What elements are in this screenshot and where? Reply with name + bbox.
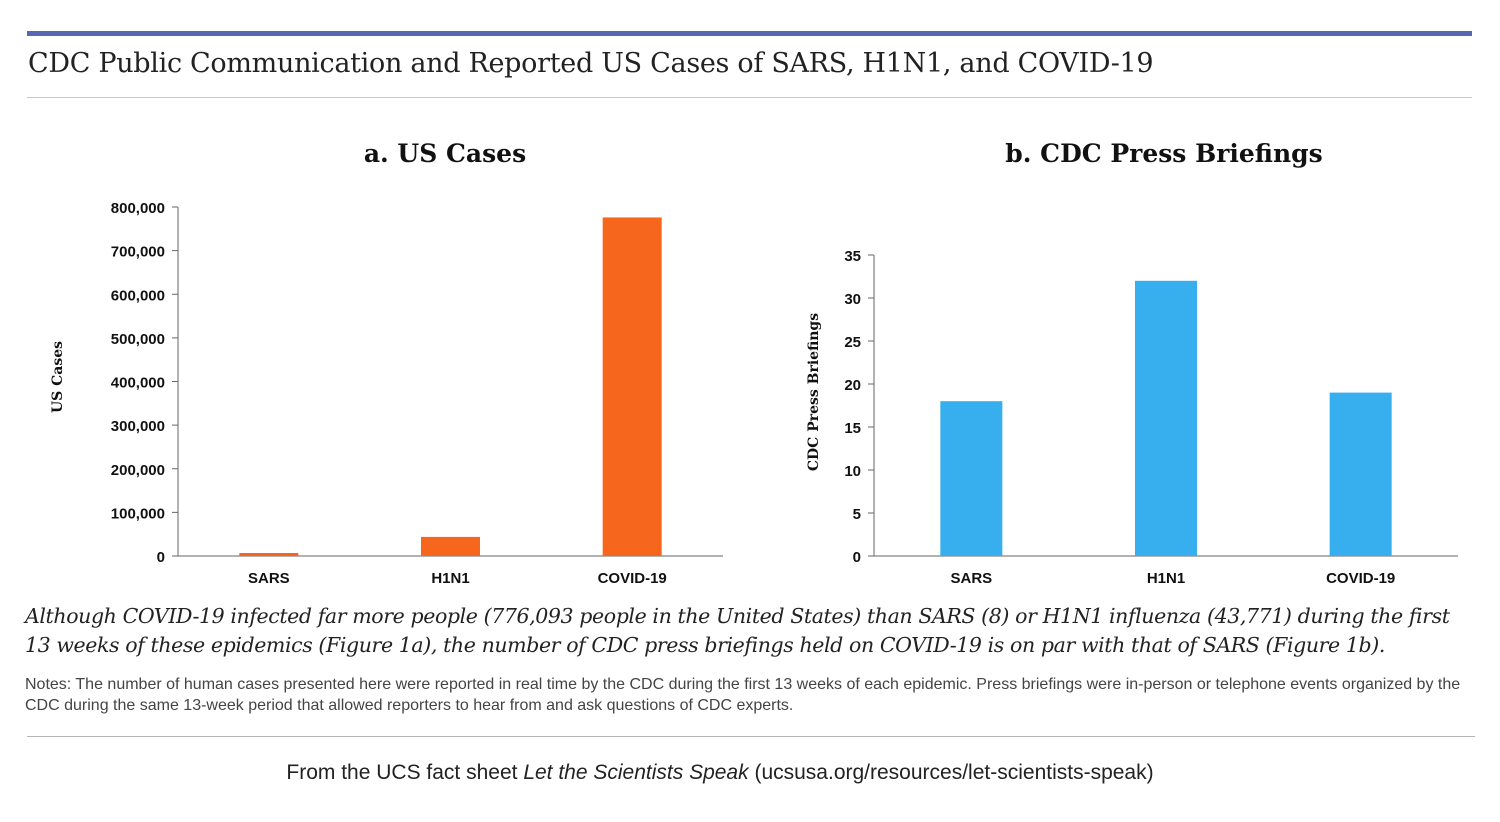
- chart-b-y-tick-label: 15: [844, 420, 861, 437]
- chart-b-bar-h1n1: [1135, 280, 1197, 556]
- chart-a-bar-h1n1: [421, 536, 480, 556]
- chart-a-y-tick-label: 500,000: [111, 331, 165, 348]
- footer-divider: [27, 736, 1475, 737]
- chart-a-bar-covid-19: [602, 217, 662, 556]
- chart-b-y-tick-label: 30: [844, 291, 861, 308]
- chart-b-bar-covid-19: [1329, 392, 1392, 556]
- chart-b-y-tick-label: 5: [853, 506, 861, 523]
- chart-b-y-tick-label: 0: [853, 549, 861, 566]
- chart-a-title: a. US Cases: [364, 139, 526, 168]
- chart-a-y-tick-label: 300,000: [111, 418, 165, 435]
- footer-source-title: Let the Scientists Speak: [523, 761, 749, 784]
- figure-notes: Notes: The number of human cases present…: [25, 676, 1461, 714]
- chart-a-x-tick-label: H1N1: [431, 570, 469, 587]
- chart-a-y-tick-label: 200,000: [111, 462, 165, 479]
- chart-a-y-tick-label: 0: [157, 549, 165, 566]
- chart-b-y-tick-label: 10: [844, 463, 861, 480]
- figure-caption: Although COVID-19 infected far more peop…: [25, 604, 1450, 657]
- chart-b-x-tick-label: H1N1: [1147, 570, 1185, 587]
- top-accent-rule: [27, 31, 1472, 36]
- chart-b-bar-sars: [940, 401, 1003, 556]
- page-title: CDC Public Communication and Reported US…: [28, 48, 1154, 79]
- chart-a-y-tick-label: 100,000: [111, 505, 165, 522]
- chart-b-x-tick-label: COVID-19: [1326, 570, 1395, 587]
- chart-a-bar-sars: [239, 553, 299, 556]
- chart-a-x-tick-label: SARS: [248, 570, 290, 587]
- footer-suffix: (ucsusa.org/resources/let-scientists-spe…: [748, 761, 1154, 784]
- chart-a-y-axis-label: US Cases: [50, 341, 66, 413]
- chart-b-title: b. CDC Press Briefings: [1005, 139, 1322, 168]
- chart-b-y-tick-label: 25: [844, 334, 861, 351]
- chart-b-y-axis-label: CDC Press Briefings: [806, 313, 822, 471]
- chart-a-y-tick-label: 400,000: [111, 375, 165, 392]
- charts-figure: a. US Cases US Cases 0 100,000 200,000 300,00…: [50, 139, 1458, 587]
- title-divider: [27, 97, 1472, 98]
- chart-b-y-tick-label: 35: [844, 248, 861, 265]
- chart-a-x-tick-label: COVID-19: [598, 570, 667, 587]
- footer-prefix: From the UCS fact sheet: [286, 761, 524, 784]
- chart-a-y-tick-label: 700,000: [111, 244, 165, 261]
- chart-a-y-tick-label: 800,000: [111, 200, 165, 217]
- source-footer: From the UCS fact sheet Let the Scientis…: [0, 761, 1440, 785]
- chart-b-y-tick-label: 20: [844, 377, 861, 394]
- chart-b-x-tick-label: SARS: [950, 570, 992, 587]
- chart-a-y-tick-label: 600,000: [111, 287, 165, 304]
